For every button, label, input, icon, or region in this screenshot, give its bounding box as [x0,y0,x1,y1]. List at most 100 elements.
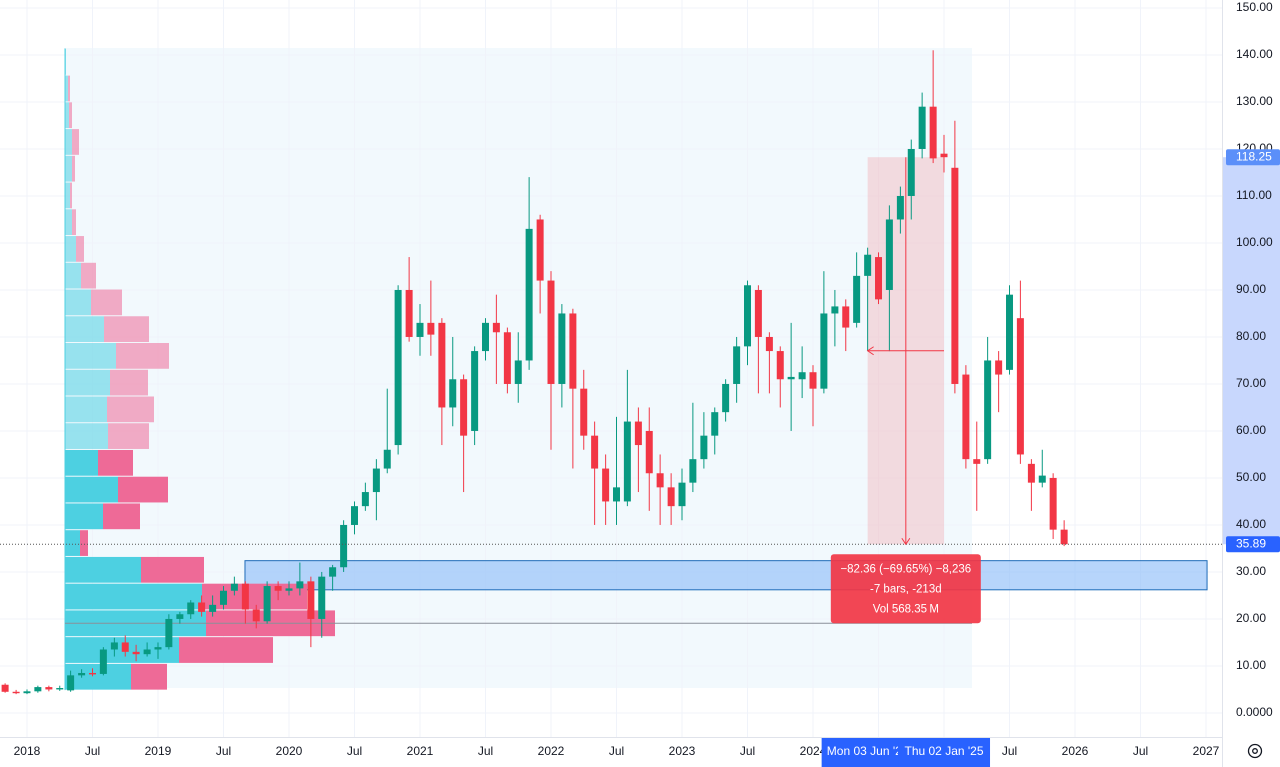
candle-body [711,412,719,436]
candle-body [67,675,75,691]
profile-up-bar [65,343,116,369]
profile-up-bar [65,262,81,289]
profile-down-bar [131,663,167,690]
profile-down-bar [76,236,84,262]
candle-body [460,379,468,436]
candle-body [340,524,348,568]
candle-body [449,379,457,408]
candle-body [765,336,773,352]
candle-body [1006,294,1014,370]
candle-body [864,254,872,276]
profile-up-bar [65,423,108,449]
profile-down-bar [72,209,76,236]
candle-body [318,576,326,619]
candle-body [176,614,184,619]
candles [1,50,1068,695]
candle-body [361,492,369,507]
candle-body [416,322,424,337]
x-tick-label: 2023 [669,744,696,758]
profile-up-bar [65,503,103,530]
y-tick-label: 0.0000 [1236,705,1273,719]
candle-body [580,388,588,436]
candle-body [787,376,795,380]
candle-body [12,691,20,694]
profile-up-bar [65,209,72,236]
y-tick-label: 50.00 [1236,470,1266,484]
profile-down-bar [104,316,149,343]
candle-body [471,351,479,431]
candle-body [241,583,249,610]
candle-body [274,586,282,591]
y-tick-label: 100.00 [1236,235,1273,249]
x-tick-label: 2027 [1193,744,1220,758]
candle-body [875,257,883,300]
y-tick-label: 80.00 [1236,329,1266,343]
profile-down-bar [108,423,149,449]
y-tick-label: 20.00 [1236,611,1266,625]
profile-up-bar [65,316,104,343]
candle-body [536,219,544,281]
profile-up-bar [65,556,141,583]
candle-body [1,684,9,692]
y-tick-label: 90.00 [1236,282,1266,296]
candle-body [34,687,42,692]
candle-body [940,153,948,158]
candle-body [645,430,653,474]
candle-body [722,383,730,413]
x-tick-label: 2018 [14,744,41,758]
measure-label-text: −82.36 (−69.65%) −8,236 [840,563,971,575]
profile-down-bar [69,102,72,129]
candle-body [252,609,260,622]
candle-body [329,567,337,577]
candle-body [809,372,817,389]
candle-body [547,280,555,384]
candle-body [918,106,926,149]
candle-body [929,106,937,159]
candle-body [744,285,752,347]
profile-down-bar [72,155,75,182]
candle-body [798,372,806,380]
candle-body [209,604,217,612]
profile-down-bar [68,75,70,102]
candle-body [350,506,358,525]
profile-up-bar [65,449,98,476]
last-price-label: 35.89 [1236,536,1266,550]
measure-v-arrowhead [901,537,911,546]
candle-body [427,322,435,335]
candle-body [733,346,741,384]
candle-body [503,332,511,384]
candle-body [99,649,107,674]
candle-body [121,642,129,652]
profile-down-bar [91,289,122,316]
candle-body [984,360,992,460]
candle-body [962,374,970,460]
x-tick-label: Jul [216,744,231,758]
profile-down-bar [107,396,154,423]
profile-up-bar [65,663,131,690]
candle-body [78,672,86,676]
profile-up-bar [65,236,76,262]
candle-body [110,642,118,650]
settings-icon-center [1252,748,1258,754]
y-tick-label: 60.00 [1236,423,1266,437]
profile-up-bar [65,182,70,209]
candle-body [634,421,642,446]
candle-body [896,195,904,220]
settings-button[interactable] [1247,743,1263,759]
candle-body [307,581,315,619]
profile-down-bar [80,530,88,556]
measure-price-label: 118.25 [1236,149,1272,163]
candle-body [885,219,893,290]
candle-body [558,313,566,384]
candle-body [667,487,675,507]
x-tick-label: 2024 [800,744,827,758]
candle-body [831,306,839,314]
candle-body [951,167,959,384]
candle-body [1027,463,1035,483]
candle-body [492,322,500,333]
profile-down-bar [70,182,72,209]
y-tick-label: 30.00 [1236,564,1266,578]
candle-body [842,306,850,328]
